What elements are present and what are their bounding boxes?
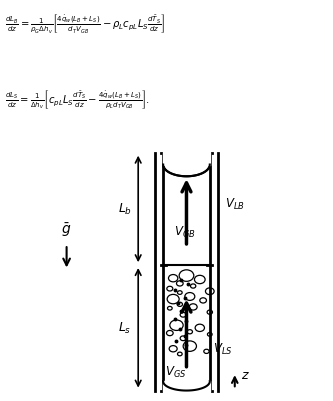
Text: $\frac{dL_B}{dz} = \frac{1}{\rho_G \Delta h_v} \left[ \frac{4\dot{q}_w (L_B + L_: $\frac{dL_B}{dz} = \frac{1}{\rho_G \Delt… [5, 12, 165, 35]
Text: $V_{GB}$: $V_{GB}$ [174, 224, 195, 239]
Text: $\frac{dL_S}{dz} = \frac{1}{\Delta h_v} \left[ c_{pL} L_S \frac{d\bar{T}_S}{dz} : $\frac{dL_S}{dz} = \frac{1}{\Delta h_v} … [5, 88, 150, 111]
Text: $V_{GS}$: $V_{GS}$ [165, 363, 186, 379]
Text: $\bar{g}$: $\bar{g}$ [62, 220, 72, 238]
Text: $V_{LS}$: $V_{LS}$ [213, 341, 233, 356]
Text: $L_b$: $L_b$ [118, 202, 132, 217]
Text: $L_s$: $L_s$ [118, 320, 132, 336]
Text: $z$: $z$ [241, 369, 250, 381]
Text: $V_{LB}$: $V_{LB}$ [225, 196, 244, 212]
